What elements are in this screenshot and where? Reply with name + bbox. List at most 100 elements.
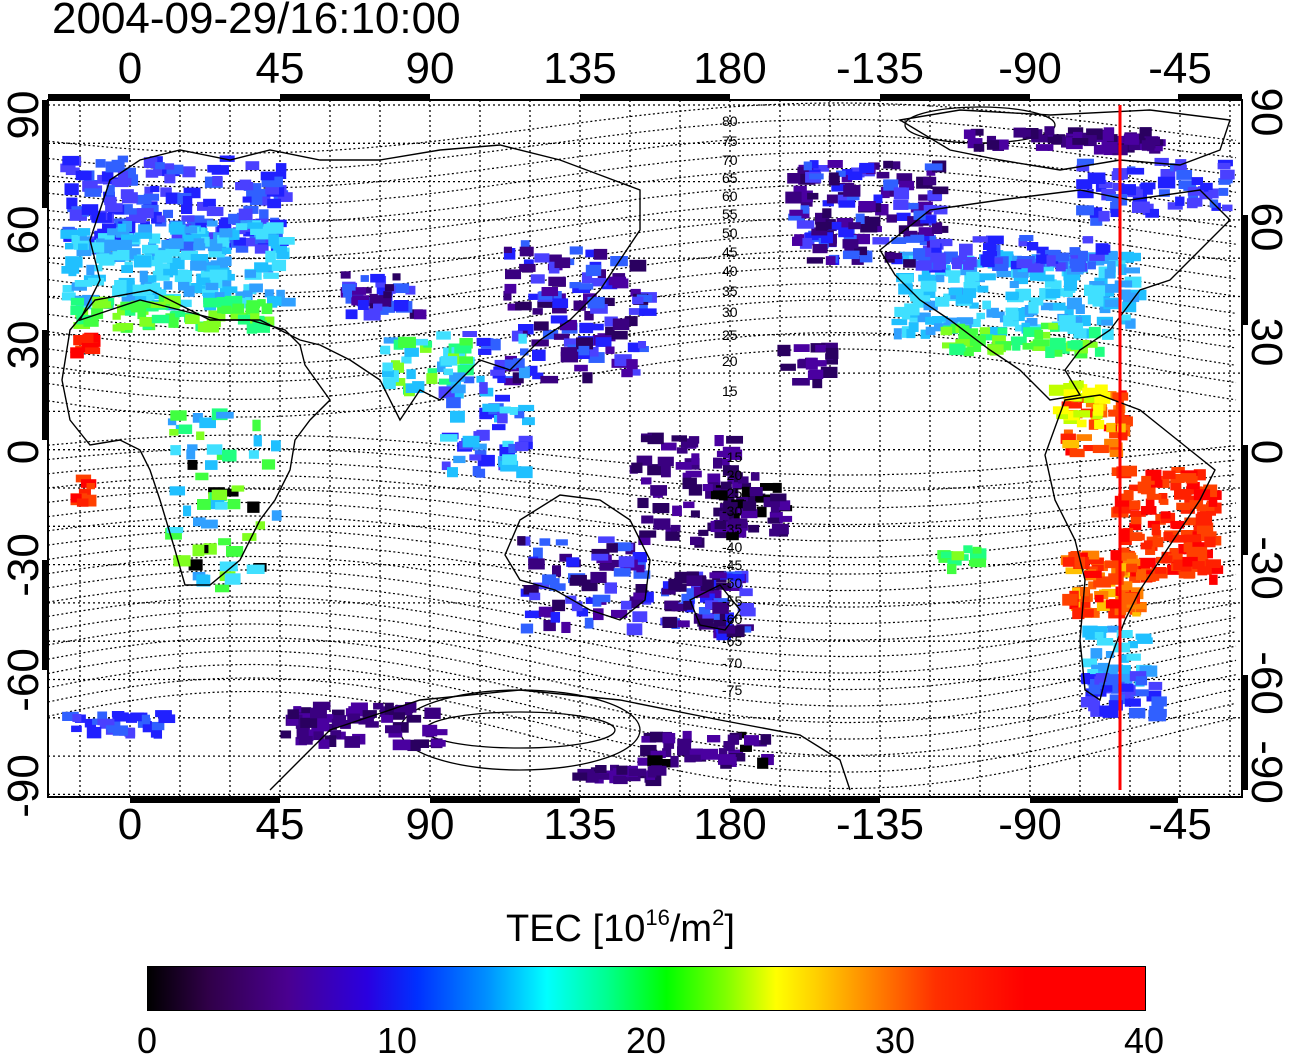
tec-cell — [192, 544, 205, 557]
colorbar-tick-10: 10 — [376, 1020, 418, 1061]
tec-cell — [1012, 313, 1025, 322]
tec-cell — [633, 570, 651, 579]
tec-cell — [502, 454, 517, 465]
tec-cell — [1130, 510, 1146, 517]
tec-cell — [121, 292, 136, 302]
tec-cell — [713, 583, 732, 590]
tec-cell — [815, 222, 827, 231]
tec-cell — [443, 347, 454, 357]
tec-cell — [553, 333, 570, 340]
tec-cell — [723, 502, 738, 514]
tec-cell — [806, 257, 824, 264]
contour-label: 25 — [722, 327, 738, 343]
tec-cell — [1124, 276, 1142, 288]
tec-cell — [905, 236, 921, 243]
tec-cell — [581, 579, 598, 592]
tec-cell — [1109, 694, 1126, 705]
tec-cell — [972, 259, 985, 268]
tec-cell — [686, 575, 703, 587]
bottom-tick-0: 0 — [117, 800, 143, 849]
tec-cell — [60, 229, 79, 239]
tec-cell — [875, 204, 889, 216]
tec-cell — [497, 374, 506, 384]
tec-cell — [1070, 551, 1081, 560]
tec-cell — [1140, 542, 1152, 550]
tec-cell — [841, 174, 853, 183]
tec-cell — [1170, 479, 1182, 491]
tec-cell — [638, 535, 651, 546]
tec-cell — [1063, 268, 1081, 281]
tec-cell — [380, 306, 389, 315]
tec-cell — [390, 370, 399, 383]
tec-cell — [1158, 493, 1168, 504]
tec-cell — [1182, 556, 1198, 567]
tec-cell — [713, 619, 727, 629]
tec-cell — [626, 359, 638, 370]
tec-cell — [972, 236, 988, 243]
tec-cell — [246, 189, 261, 198]
tec-cell — [671, 435, 687, 442]
tec-cell — [1049, 337, 1066, 350]
tec-cell — [1151, 567, 1167, 574]
tec-cell — [552, 599, 566, 612]
tec-data-patches — [60, 126, 1235, 787]
tec-cell — [1152, 537, 1164, 548]
tec-cell — [1113, 642, 1130, 653]
tec-cell — [811, 360, 827, 367]
tec-cell — [965, 256, 977, 268]
tec-cell — [218, 538, 232, 546]
tec-cell — [1208, 499, 1218, 507]
tec-cell — [932, 186, 949, 195]
tec-cell — [1220, 169, 1235, 180]
tec-cell — [741, 486, 750, 497]
tec-cell — [996, 270, 1014, 278]
tec-cell — [246, 323, 258, 334]
tec-cell — [940, 326, 953, 336]
tec-cell — [675, 462, 692, 470]
tec-cell — [899, 274, 914, 283]
tec-cell — [252, 320, 267, 331]
tec-cell — [83, 494, 97, 507]
tec-cell — [641, 736, 657, 743]
tec-cell — [504, 378, 522, 386]
tec-cell — [962, 288, 977, 298]
left-lat-m90: -90 — [0, 754, 48, 818]
tec-cell — [1205, 559, 1221, 569]
tec-cell — [983, 243, 997, 251]
tec-cell — [1095, 594, 1104, 603]
tec-cell — [899, 180, 915, 191]
tec-cell — [82, 333, 94, 343]
tec-cell — [247, 501, 260, 513]
tec-cell — [1073, 410, 1091, 418]
tec-cell — [1141, 475, 1152, 483]
tec-cell — [683, 601, 693, 610]
tec-cell — [980, 254, 996, 266]
tec-cell — [393, 300, 409, 312]
tec-cell — [183, 285, 195, 297]
tec-cell — [785, 191, 802, 204]
tec-cell — [146, 295, 155, 302]
tec-cell — [986, 235, 1004, 245]
tec-cell — [1106, 674, 1120, 686]
tec-cell — [149, 721, 165, 731]
tec-cell — [576, 337, 594, 350]
tec-cell — [84, 188, 102, 197]
coastlines — [61, 109, 1231, 791]
tec-cell — [811, 227, 828, 236]
tec-cell — [963, 545, 973, 554]
tec-cell — [1141, 506, 1157, 515]
tec-cell — [1084, 284, 1093, 296]
tec-cell — [641, 515, 654, 524]
tec-cell — [744, 735, 759, 746]
tec-cell — [508, 443, 517, 454]
tec-cell — [639, 530, 657, 538]
tec-cell — [559, 319, 577, 331]
tec-cell — [569, 246, 583, 255]
tec-cell — [823, 221, 832, 230]
tec-cell — [132, 284, 147, 297]
tec-cell — [71, 235, 80, 244]
tec-cell — [494, 359, 512, 371]
tec-cell — [730, 578, 743, 588]
tec-cell — [1062, 557, 1076, 567]
tec-cell — [219, 561, 238, 572]
